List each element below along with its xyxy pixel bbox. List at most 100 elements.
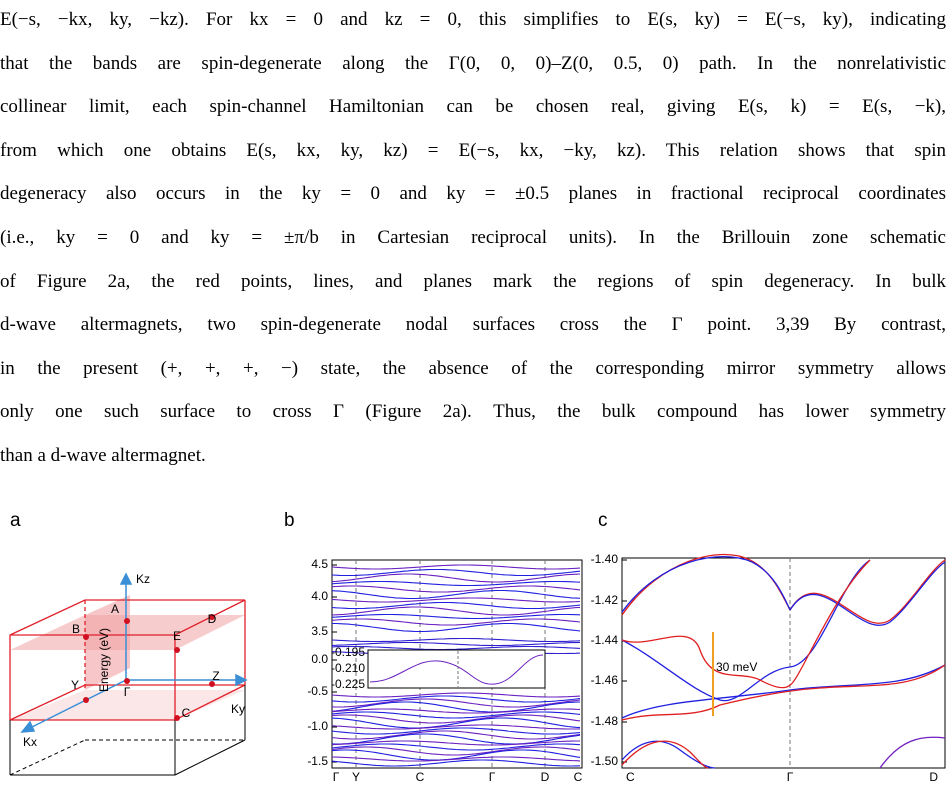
band xyxy=(331,756,581,762)
band xyxy=(331,733,581,745)
band xyxy=(331,601,581,610)
band xyxy=(331,714,581,724)
inset-band xyxy=(369,654,544,685)
band xyxy=(331,637,581,643)
band xyxy=(331,708,581,714)
x-tick-label: Γ xyxy=(787,770,794,784)
x-tick-label: Γ xyxy=(333,770,340,784)
plot-frame xyxy=(621,557,946,769)
x-tick-label: C xyxy=(574,770,583,784)
band xyxy=(331,585,581,593)
point-label: B xyxy=(72,622,80,636)
text-line: (i.e., ky = 0 and ky = ±π/b in Cartesian… xyxy=(0,227,946,248)
band xyxy=(331,695,581,703)
inset-tick-label: -0.225 xyxy=(331,677,365,691)
panel-label: a xyxy=(10,510,21,531)
band xyxy=(331,597,581,603)
band xyxy=(621,740,716,769)
y-axis-title: Energy (eV) xyxy=(97,628,111,692)
point-label: Kz xyxy=(136,572,150,586)
x-tick-label: D xyxy=(541,770,550,784)
band xyxy=(331,564,581,570)
band xyxy=(331,589,581,600)
y-tick-label: -1.42 xyxy=(591,593,619,607)
panel-a xyxy=(9,572,248,776)
inset-tick-label: -0.195 xyxy=(331,645,365,659)
text-line: that the bands are spin-degenerate along… xyxy=(0,52,946,74)
y-tick-label: -1.0 xyxy=(307,719,328,733)
point-label: E xyxy=(173,629,181,643)
y-tick-label: 0.0 xyxy=(311,652,328,666)
band xyxy=(331,740,580,746)
panel-label: c xyxy=(598,510,608,531)
band xyxy=(331,724,581,730)
point-label: A xyxy=(111,602,119,616)
band xyxy=(331,698,581,708)
band xyxy=(331,641,581,647)
text-line: from which one obtains E(s, kx, ky, kz) … xyxy=(0,139,946,161)
band xyxy=(331,613,581,620)
band xyxy=(331,606,581,616)
y-tick-label: -1.44 xyxy=(591,633,619,647)
band xyxy=(331,618,581,626)
text-line: of Figure 2a, the red points, lines, and… xyxy=(0,270,946,292)
band xyxy=(331,730,581,740)
band xyxy=(621,559,871,689)
y-tick-label: -1.46 xyxy=(591,673,619,687)
band xyxy=(621,559,871,702)
point-label: Y xyxy=(71,678,79,692)
inset-frame xyxy=(367,649,546,689)
text-line: collinear limit, each spin-channel Hamil… xyxy=(0,96,946,118)
band xyxy=(789,561,946,626)
x-tick-label: C xyxy=(626,770,635,784)
band xyxy=(331,746,581,756)
plot-frame xyxy=(331,559,583,769)
point-label: Ky xyxy=(231,702,245,716)
y-tick-label: -1.40 xyxy=(591,552,619,566)
y-tick-label: -1.48 xyxy=(591,714,619,728)
point-label: Kx xyxy=(23,735,37,749)
panel-label: b xyxy=(284,510,295,531)
y-tick-label: 4.0 xyxy=(311,589,328,603)
annotation: 30 meV xyxy=(716,660,757,674)
point-label: C xyxy=(182,706,191,720)
point-label: Γ xyxy=(124,685,131,699)
y-tick-label: 3.5 xyxy=(311,624,328,638)
inset-tick-label: -0.210 xyxy=(331,661,365,675)
band xyxy=(789,559,946,624)
text-line: in the present (+, +, +, −) state, the a… xyxy=(0,357,946,379)
band xyxy=(331,573,581,583)
text-line: only one such surface to cross Γ (Figure… xyxy=(0,401,946,423)
band xyxy=(621,664,946,719)
band xyxy=(331,568,581,577)
x-tick-label: C xyxy=(416,770,425,784)
band xyxy=(331,580,581,587)
text-line: than a d-wave altermagnet. xyxy=(0,445,206,466)
band xyxy=(331,645,581,651)
band xyxy=(621,555,791,613)
point-label: Z xyxy=(212,669,219,683)
x-tick-label: Γ xyxy=(489,770,496,784)
band xyxy=(331,743,581,751)
band xyxy=(331,717,581,729)
y-tick-label: -0.5 xyxy=(307,684,328,698)
band xyxy=(332,622,581,633)
y-tick-label: -1.50 xyxy=(591,754,619,768)
band xyxy=(331,727,581,735)
band xyxy=(331,759,581,767)
band xyxy=(331,692,581,698)
y-tick-label: 4.5 xyxy=(311,557,328,571)
band xyxy=(331,711,581,719)
band xyxy=(879,736,946,769)
text-line: d-wave altermagnets, two spin-degenerate… xyxy=(0,314,946,336)
y-tick-label: -1.5 xyxy=(307,754,328,768)
band xyxy=(621,740,709,769)
band xyxy=(331,701,581,713)
x-tick-label: Y xyxy=(352,770,360,784)
band xyxy=(621,664,946,721)
text-line: E(−s, −kx, ky, −kz). For kx = 0 and kz =… xyxy=(0,9,946,30)
band xyxy=(331,749,581,761)
text-line: degeneracy also occurs in the ky = 0 and… xyxy=(0,183,946,205)
